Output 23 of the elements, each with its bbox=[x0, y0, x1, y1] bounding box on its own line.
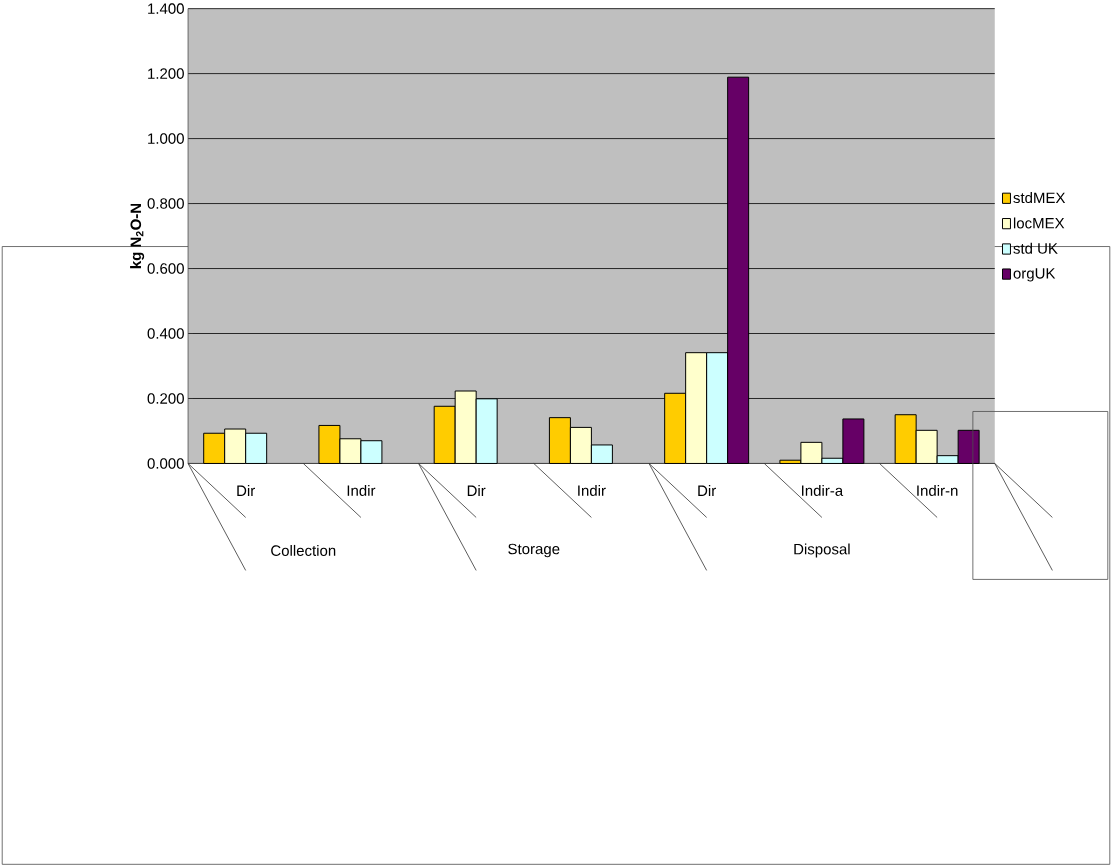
x-tick-label: Indir bbox=[347, 485, 376, 497]
legend-label: orgUK bbox=[1013, 268, 1056, 282]
legend-label: stdMEX bbox=[1013, 192, 1066, 204]
x-tick-label: Indir-a bbox=[802, 485, 844, 497]
legend-label: locMEX bbox=[1013, 217, 1065, 229]
text: Storage bbox=[508, 543, 560, 558]
y-tick-label: 1.200 bbox=[148, 68, 184, 80]
y-tick-label: 0.400 bbox=[147, 328, 184, 340]
y-tick-label: 1.400 bbox=[148, 3, 184, 15]
x-tick-label: Indir bbox=[578, 485, 606, 497]
y-tick-label: 0.200 bbox=[147, 393, 184, 405]
x-tick-label: Dir bbox=[467, 485, 486, 497]
y-tick-label: 0.800 bbox=[147, 198, 184, 210]
legend-label: std UK bbox=[1013, 243, 1058, 255]
y-tick-label: 1.000 bbox=[148, 133, 184, 145]
text: Collection bbox=[271, 545, 336, 557]
y-axis-title: kg N$_{2}$O-N bbox=[130, 204, 145, 269]
x-tick-label: Indir-n bbox=[917, 485, 958, 497]
y-tick-label: 0.600 bbox=[147, 263, 184, 275]
x-tick-label: Dir bbox=[698, 485, 716, 497]
text: Disposal bbox=[794, 543, 850, 558]
y-tick-label: 0.000 bbox=[147, 458, 184, 469]
x-tick-label: Dir bbox=[237, 485, 255, 497]
